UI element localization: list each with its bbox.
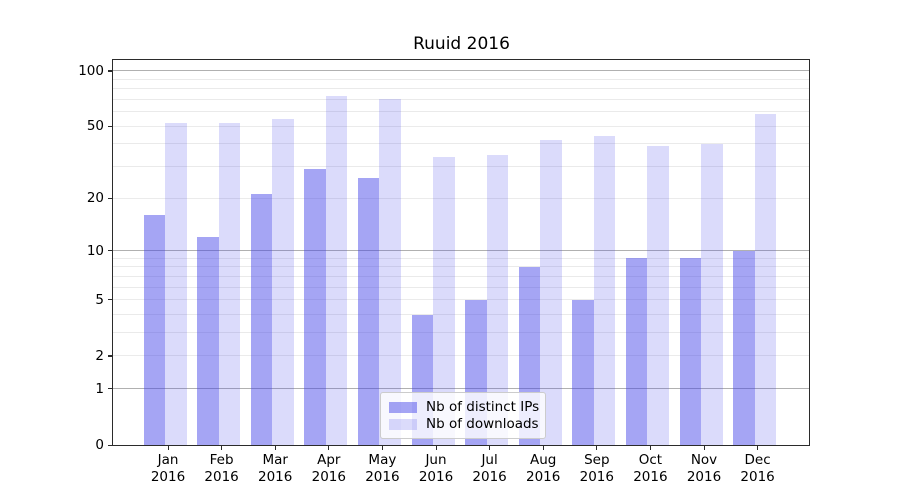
gridline-y-70 <box>113 98 809 100</box>
gridline-y-5 <box>113 299 809 301</box>
x-tick-mark-aug <box>542 446 544 450</box>
y-tick-mark-20 <box>108 197 113 199</box>
bar-downloads-may <box>379 99 401 445</box>
x-tick-label-jun: Jun 2016 <box>418 452 454 485</box>
legend: Nb of distinct IPs Nb of downloads <box>380 392 546 439</box>
x-tick-mark-dec <box>757 446 759 450</box>
x-tick-mark-apr <box>328 446 330 450</box>
x-tick-mark-jun <box>435 446 437 450</box>
x-tick-label-may: May 2016 <box>365 452 400 485</box>
chart-title: Ruuid 2016 <box>413 34 510 54</box>
gridline-y-20 <box>113 197 809 199</box>
y-tick-label-5: 5 <box>95 291 104 308</box>
legend-swatch-distinct-ips <box>389 401 417 413</box>
legend-label-downloads: Nb of downloads <box>426 416 539 432</box>
y-tick-label-1: 1 <box>95 380 104 397</box>
bar-downloads-oct <box>647 145 669 445</box>
gridline-y-7 <box>113 275 809 277</box>
y-tick-label-50: 50 <box>86 118 104 135</box>
x-tick-mark-mar <box>274 446 276 450</box>
y-tick-label-2: 2 <box>95 347 104 364</box>
gridline-y-6 <box>113 286 809 288</box>
bar-downloads-jul <box>486 154 509 445</box>
gridline-y-1 <box>113 388 809 390</box>
x-tick-label-nov: Nov 2016 <box>686 452 722 485</box>
y-tick-label-100: 100 <box>78 62 104 79</box>
y-tick-mark-2 <box>108 355 113 357</box>
x-tick-mark-jul <box>489 446 491 450</box>
bar-downloads-jan <box>165 123 187 445</box>
bar-downloads-jun <box>433 156 455 445</box>
bar-distinct-ips-may <box>357 177 380 445</box>
gridline-y-50 <box>113 125 809 127</box>
bar-distinct-ips-mar <box>250 194 273 445</box>
x-tick-label-mar: Mar 2016 <box>258 452 293 485</box>
y-tick-mark-0 <box>108 444 113 446</box>
x-tick-label-jan: Jan 2016 <box>150 452 186 485</box>
x-tick-label-sep: Sep 2016 <box>579 452 614 485</box>
gridline-y-30 <box>113 166 809 168</box>
bar-distinct-ips-jan <box>143 215 165 445</box>
gridline-y-4 <box>113 314 809 316</box>
x-tick-mark-nov <box>703 446 705 450</box>
bar-distinct-ips-oct <box>625 258 648 445</box>
gridline-y-3 <box>113 332 809 334</box>
bar-downloads-aug <box>540 140 562 445</box>
bar-downloads-dec <box>754 114 777 445</box>
x-tick-label-apr: Apr 2016 <box>311 452 346 485</box>
bar-downloads-sep <box>593 136 616 445</box>
gridline-y-2 <box>113 355 809 357</box>
y-tick-mark-5 <box>108 299 113 301</box>
x-tick-mark-sep <box>596 446 598 450</box>
gridline-y-40 <box>113 143 809 145</box>
bar-distinct-ips-sep <box>572 299 594 445</box>
gridline-y-80 <box>113 88 809 90</box>
legend-swatch-downloads <box>389 418 417 430</box>
bar-distinct-ips-dec <box>733 250 755 445</box>
y-tick-label-0: 0 <box>95 437 104 453</box>
gridline-y-100 <box>113 70 809 72</box>
y-tick-mark-10 <box>108 250 113 252</box>
bar-distinct-ips-feb <box>197 237 219 445</box>
x-tick-label-aug: Aug 2016 <box>526 452 561 485</box>
x-tick-label-jul: Jul 2016 <box>472 452 507 485</box>
gridline-y-9 <box>113 257 809 259</box>
bar-downloads-nov <box>701 143 723 445</box>
x-tick-label-feb: Feb 2016 <box>204 452 239 485</box>
gridline-y-10 <box>113 250 809 252</box>
legend-item-downloads: Nb of downloads <box>389 416 539 432</box>
gridline-y-8 <box>113 266 809 268</box>
bar-downloads-apr <box>325 96 348 445</box>
x-tick-mark-jan <box>167 446 169 450</box>
y-tick-mark-100 <box>108 70 113 72</box>
plot-area <box>112 59 810 446</box>
legend-label-distinct-ips: Nb of distinct IPs <box>426 399 540 415</box>
x-tick-mark-feb <box>221 446 223 450</box>
x-tick-mark-oct <box>649 446 652 450</box>
x-tick-label-oct: Oct 2016 <box>633 452 668 485</box>
x-tick-label-dec: Dec 2016 <box>740 452 775 485</box>
bar-downloads-feb <box>218 123 241 445</box>
y-tick-label-10: 10 <box>86 242 104 259</box>
bar-distinct-ips-apr <box>304 169 326 445</box>
y-tick-mark-1 <box>108 388 113 390</box>
x-tick-mark-may <box>381 446 384 450</box>
y-tick-label-20: 20 <box>86 190 104 207</box>
legend-item-distinct-ips: Nb of distinct IPs <box>389 399 540 415</box>
y-tick-mark-50 <box>108 125 113 127</box>
bar-distinct-ips-nov <box>679 258 701 445</box>
gridline-y-90 <box>113 78 809 80</box>
gridline-y-60 <box>113 111 809 113</box>
bar-downloads-mar <box>272 118 294 445</box>
